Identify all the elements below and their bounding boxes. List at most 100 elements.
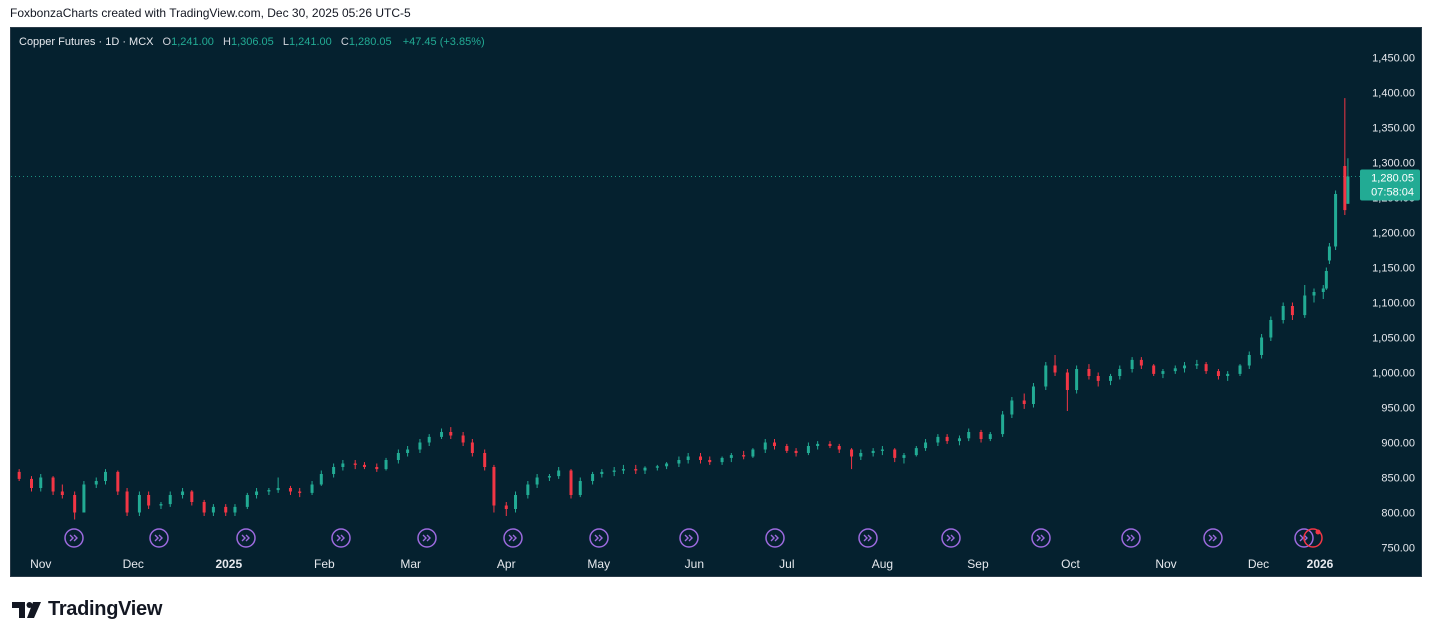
event-marker-icon[interactable] [941, 528, 961, 548]
chevron-right-icon [508, 534, 517, 542]
candle-body [1065, 372, 1069, 390]
candle-body [461, 435, 465, 443]
y-tick-label: 1,400.00 [1372, 88, 1415, 100]
chevron-right-icon [770, 534, 779, 542]
event-marker-icon[interactable] [1121, 528, 1141, 548]
candle-body [828, 443, 832, 446]
event-marker-icon[interactable] [149, 528, 169, 548]
candle-body [1022, 400, 1026, 404]
chart-panel[interactable]: 750.00 800.00 850.00 900.00 950.00 1,000.00 1,… [10, 27, 1422, 577]
candle-body [332, 467, 336, 474]
y-tick-label: 750.00 [1381, 543, 1415, 555]
candle-body [742, 455, 746, 457]
event-ring [1294, 528, 1314, 548]
candle-body [1044, 365, 1048, 387]
low-label: L [282, 36, 289, 48]
candle-body [1075, 369, 1079, 390]
calendar-event-icon[interactable] [1303, 528, 1323, 548]
event-marker-icon[interactable] [765, 528, 785, 548]
y-tick-label: 900.00 [1381, 438, 1415, 450]
event-marker-icon[interactable] [503, 528, 523, 548]
candle-body [578, 481, 582, 495]
event-ring [858, 528, 878, 548]
event-marker-icon[interactable] [858, 528, 878, 548]
chevron-right-icon [1208, 534, 1217, 542]
event-ring [331, 528, 351, 548]
candle-body [1195, 364, 1199, 366]
event-marker-icon[interactable] [1203, 528, 1223, 548]
candle-body [698, 456, 702, 460]
candle-body [785, 446, 789, 451]
candle-body [967, 432, 971, 439]
candle-body [569, 470, 573, 495]
candle-body [621, 469, 625, 471]
symbol-label[interactable]: Copper Futures · 1D · MCX [19, 36, 154, 48]
candle-body [880, 449, 884, 451]
tradingview-mark-icon [12, 601, 41, 618]
chevron-right-icon [1126, 534, 1135, 542]
candle-body [751, 449, 755, 457]
candle-body [427, 436, 431, 443]
candle-body [1031, 386, 1035, 404]
candle-body [116, 471, 120, 492]
event-marker-icon[interactable] [679, 528, 699, 548]
x-tick-label: Dec [1248, 557, 1269, 571]
chevron-right-icon [154, 534, 163, 542]
event-marker-icon[interactable] [64, 528, 84, 548]
candle-body [979, 432, 983, 439]
open-value: 1,241.00 [171, 36, 214, 48]
x-tick-label: Jun [685, 557, 704, 571]
candle-body [557, 470, 561, 477]
candle-body [147, 495, 151, 506]
y-tick-label: 1,100.00 [1372, 298, 1415, 310]
candle-body [816, 443, 820, 446]
x-tick-label: Mar [400, 557, 421, 571]
candle-body [514, 495, 518, 509]
chevron-right-icon [1299, 534, 1308, 542]
candle-body [125, 491, 129, 513]
x-tick-label: Nov [30, 557, 51, 571]
event-marker-icon[interactable] [331, 528, 351, 548]
candle-body [245, 495, 249, 507]
candle-body [449, 432, 453, 436]
event-marker-icon[interactable] [589, 528, 609, 548]
candle-body [29, 478, 33, 488]
candle-body [677, 460, 681, 464]
candle-body [298, 491, 302, 493]
candle-body [902, 455, 906, 458]
candle-body [137, 495, 141, 513]
candle-body [82, 484, 86, 513]
candle-body [686, 456, 690, 460]
candle-body [1161, 371, 1165, 374]
candle-body [159, 504, 163, 506]
y-tick-label: 1,150.00 [1372, 263, 1415, 275]
event-marker-icon[interactable] [417, 528, 437, 548]
candle-body [211, 506, 215, 513]
candle-body [224, 506, 228, 513]
x-tick-label: May [587, 557, 610, 571]
open-label: O [162, 36, 172, 48]
event-marker-icon[interactable] [1031, 528, 1051, 548]
price-tag [1360, 169, 1420, 201]
candle-body [353, 463, 357, 465]
candle-body [17, 471, 21, 479]
candlestick-chart[interactable]: 750.00 800.00 850.00 900.00 950.00 1,000.00 1,… [11, 28, 1421, 576]
tradingview-logo[interactable]: TradingView [12, 598, 162, 621]
event-marker-icon[interactable] [236, 528, 256, 548]
chevron-right-icon [946, 534, 955, 542]
candle-body [1216, 371, 1220, 376]
candle-body [1109, 376, 1113, 381]
candle-body [1343, 166, 1347, 211]
event-marker-icon[interactable] [1294, 528, 1314, 548]
event-ring [1121, 528, 1141, 548]
close-label: C [340, 36, 349, 48]
change-value: +47.45 (+3.85%) [402, 36, 485, 48]
candle-body [1321, 288, 1325, 292]
y-tick-label: 1,300.00 [1372, 158, 1415, 170]
candle-body [1324, 271, 1328, 289]
candle-body [73, 495, 77, 513]
candle-body [914, 448, 918, 456]
event-ring [1031, 528, 1051, 548]
chevron-right-icon [336, 534, 345, 542]
candle-body [1152, 365, 1156, 374]
